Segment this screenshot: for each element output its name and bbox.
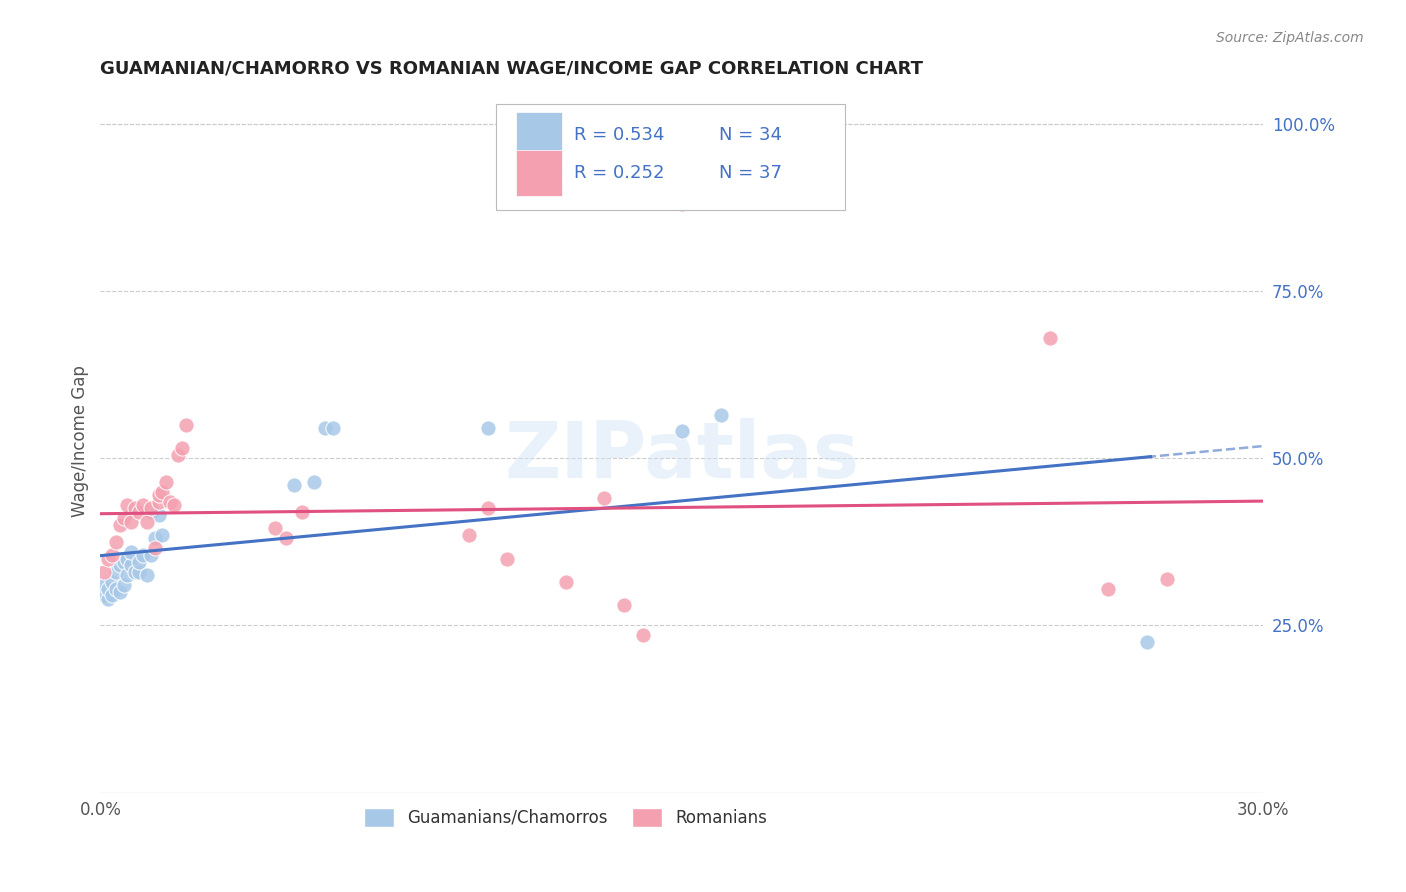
Point xyxy=(93,565,115,579)
Text: ZIPatlas: ZIPatlas xyxy=(505,417,859,493)
Point xyxy=(132,548,155,562)
Point xyxy=(120,515,142,529)
Point xyxy=(1136,635,1159,649)
Point xyxy=(671,197,693,211)
Point xyxy=(159,494,181,508)
Point xyxy=(101,548,124,562)
Text: GUAMANIAN/CHAMORRO VS ROMANIAN WAGE/INCOME GAP CORRELATION CHART: GUAMANIAN/CHAMORRO VS ROMANIAN WAGE/INCO… xyxy=(100,60,924,78)
Point xyxy=(128,505,150,519)
Point xyxy=(163,498,186,512)
Text: N = 34: N = 34 xyxy=(718,126,782,144)
Point xyxy=(276,532,298,546)
Text: R = 0.252: R = 0.252 xyxy=(574,164,664,182)
Point xyxy=(135,515,157,529)
Point xyxy=(148,508,170,522)
Point xyxy=(148,494,170,508)
Point xyxy=(104,565,127,579)
Point xyxy=(112,555,135,569)
Point xyxy=(283,478,305,492)
Point xyxy=(613,599,636,613)
Point xyxy=(155,475,177,489)
FancyBboxPatch shape xyxy=(496,104,845,210)
Point xyxy=(101,588,124,602)
Point xyxy=(710,408,733,422)
Point xyxy=(143,532,166,546)
Point xyxy=(93,578,115,592)
Point xyxy=(104,582,127,596)
Legend: Guamanians/Chamorros, Romanians: Guamanians/Chamorros, Romanians xyxy=(357,801,775,833)
Point xyxy=(139,505,162,519)
Point xyxy=(1039,331,1062,345)
Point xyxy=(302,475,325,489)
Point xyxy=(93,588,115,602)
Point xyxy=(263,521,285,535)
Point xyxy=(477,421,499,435)
Point xyxy=(150,528,173,542)
Point xyxy=(128,555,150,569)
Point xyxy=(148,488,170,502)
Point xyxy=(135,568,157,582)
Point xyxy=(139,501,162,516)
Point xyxy=(1156,572,1178,586)
Point xyxy=(174,417,197,432)
Y-axis label: Wage/Income Gap: Wage/Income Gap xyxy=(72,366,89,517)
Point xyxy=(97,591,120,606)
Point xyxy=(496,551,519,566)
Point xyxy=(108,558,131,573)
Point xyxy=(101,574,124,589)
Point xyxy=(117,498,139,512)
Point xyxy=(97,551,120,566)
Point xyxy=(104,534,127,549)
Point xyxy=(117,551,139,566)
Point xyxy=(457,528,479,542)
Point xyxy=(117,568,139,582)
Point xyxy=(593,491,616,506)
Point xyxy=(124,565,146,579)
Point xyxy=(112,578,135,592)
Point xyxy=(170,441,193,455)
Point xyxy=(631,628,654,642)
Point xyxy=(120,545,142,559)
Point xyxy=(671,425,693,439)
Point xyxy=(1097,582,1119,596)
Point xyxy=(128,565,150,579)
Point xyxy=(97,582,120,596)
Point xyxy=(150,484,173,499)
Text: R = 0.534: R = 0.534 xyxy=(574,126,664,144)
Point xyxy=(132,498,155,512)
Point xyxy=(554,574,576,589)
Point xyxy=(112,511,135,525)
Point xyxy=(108,585,131,599)
FancyBboxPatch shape xyxy=(516,151,562,196)
Point xyxy=(124,501,146,516)
Point xyxy=(167,448,190,462)
Point xyxy=(291,505,314,519)
Point xyxy=(139,548,162,562)
Text: N = 37: N = 37 xyxy=(718,164,782,182)
Point xyxy=(108,518,131,533)
Point xyxy=(322,421,344,435)
Point xyxy=(314,421,336,435)
Point xyxy=(120,558,142,573)
Point xyxy=(143,541,166,556)
Point xyxy=(477,501,499,516)
FancyBboxPatch shape xyxy=(516,112,562,157)
Text: Source: ZipAtlas.com: Source: ZipAtlas.com xyxy=(1216,31,1364,45)
